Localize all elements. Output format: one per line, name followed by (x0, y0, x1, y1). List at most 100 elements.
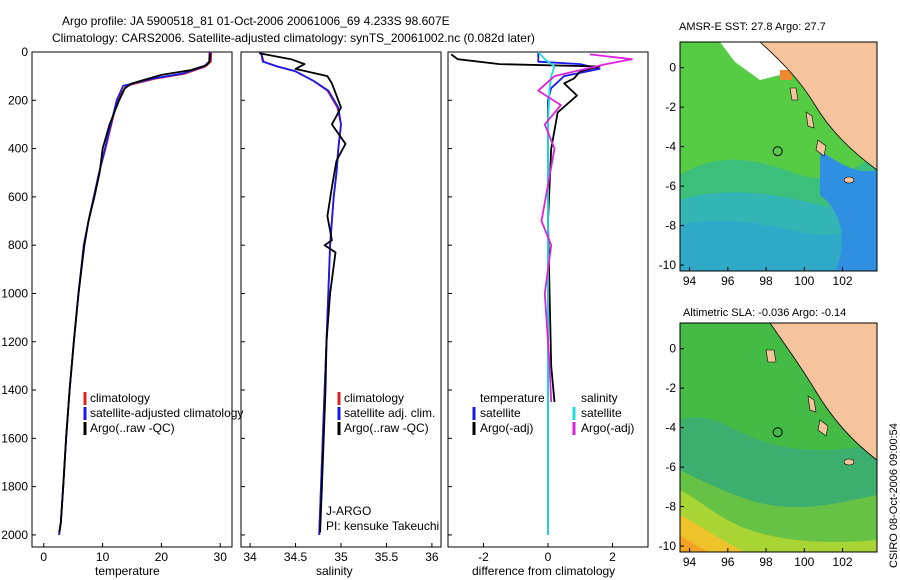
depth-tick-label: 600 (8, 190, 28, 204)
lat-tick-label: -2 (665, 100, 676, 114)
sla-field (680, 323, 877, 552)
legend-label-argo: Argo(..raw -QC) (90, 421, 175, 435)
lon-tick-label: 102 (833, 555, 853, 569)
legend-label-climatology: climatology (90, 391, 150, 405)
salinity-x-axis: 34 34.5 35 35.5 36 (243, 543, 439, 564)
series-line-salinity-argo-adj (537, 53, 633, 403)
depth-tick-label: 800 (8, 238, 28, 252)
pi-annotation: PI: kensuke Takeuchi (326, 519, 439, 533)
x-tick-label: 0 (40, 550, 47, 564)
lat-tick-label: -8 (665, 500, 676, 514)
lon-tick-label: 94 (683, 274, 697, 288)
depth-tick-label: 1400 (1, 383, 28, 397)
salinity-panel: 34 34.5 35 35.5 36 salinity climatology sate… (240, 51, 442, 578)
x-tick-label: 34.5 (284, 550, 308, 564)
x-tick-label: 0 (545, 550, 552, 564)
legend-label-satellite: satellite adj. clim. (344, 406, 435, 420)
sst-map-frame (679, 41, 878, 272)
lat-tick-label: -6 (665, 460, 676, 474)
legend-label-climatology: climatology (344, 391, 404, 405)
lon-tick-label: 94 (683, 555, 697, 569)
x-tick-label: 2 (609, 550, 616, 564)
sst-map-title: AMSR-E SST: 27.8 Argo: 27.7 (679, 21, 826, 33)
x-tick-label: 34 (243, 550, 257, 564)
salinity-x-label: salinity (316, 564, 353, 578)
temperature-series (58, 52, 213, 536)
x-tick-label: 30 (214, 550, 228, 564)
difference-legend-temperature: temperature satellite Argo(-adj) (472, 391, 545, 435)
difference-x-axis: -2 0 2 (478, 543, 616, 564)
lat-tick-label: 0 (669, 61, 676, 75)
legend-heading-temperature: temperature (480, 391, 545, 405)
x-tick-label: -2 (478, 550, 489, 564)
depth-tick-label: 2000 (1, 528, 28, 542)
x-tick-label: 35 (334, 550, 348, 564)
temperature-x-axis: 0 10 20 30 (40, 543, 227, 564)
difference-legend-salinity: salinity satellite Argo(-adj) (572, 391, 634, 435)
legend-label-temp-satellite: satellite (480, 406, 521, 420)
series-line-argo-raw-qc (259, 52, 347, 533)
series-line-temperature-argo-adj (450, 53, 601, 403)
lat-tick-label: -4 (665, 421, 676, 435)
legend-label-sal-satellite: satellite (581, 406, 622, 420)
depth-tick-label: 1000 (1, 286, 28, 300)
legend-label-argo: Argo(..raw -QC) (344, 421, 429, 435)
salinity-legend: climatology satellite adj. clim. Argo(..… (337, 391, 435, 435)
lat-tick-label: -8 (665, 219, 676, 233)
depth-tick-label: 200 (8, 93, 28, 107)
series-line-climatology (58, 52, 213, 536)
series-line-satellite-adj-clim (260, 52, 342, 535)
difference-panel: -2 0 2 difference from climatology tempera… (447, 51, 649, 578)
depth-tick-label: 1800 (1, 480, 28, 494)
temperature-legend: climatology satellite-adjusted climatolo… (83, 391, 243, 435)
lon-tick-label: 100 (794, 274, 814, 288)
x-tick-label: 20 (155, 550, 169, 564)
legend-label-sal-argo: Argo(-adj) (581, 421, 634, 435)
lon-tick-label: 98 (759, 555, 773, 569)
argo-float-marker (772, 146, 783, 157)
lon-tick-label: 102 (833, 274, 853, 288)
lon-tick-label: 96 (721, 555, 735, 569)
series-line-salinity-satellite (537, 52, 556, 535)
sla-map-panel: Altimetric SLA: -0.036 Argo: -0.14 94 96 9… (659, 307, 878, 569)
legend-heading-salinity: salinity (581, 391, 618, 405)
lat-tick-label: 0 (669, 342, 676, 356)
depth-tick-label: 1600 (1, 431, 28, 445)
x-tick-label: 10 (96, 550, 110, 564)
sst-map-panel: AMSR-E SST: 27.8 Argo: 27.7 94 96 98 100 102… (659, 21, 878, 288)
depth-tick-label: 0 (21, 45, 28, 59)
depth-tick-label: 400 (8, 142, 28, 156)
title-line-2: Climatology: CARS2006. Satellite-adjuste… (52, 31, 535, 45)
series-line-satellite-adjusted-climatology (58, 52, 211, 536)
lon-tick-label: 96 (721, 274, 735, 288)
lon-tick-label: 98 (759, 274, 773, 288)
sla-map-axes: 94 96 98 100 102 0 -2 -4 -6 -8 -10 (659, 342, 853, 569)
lon-tick-label: 100 (794, 555, 814, 569)
legend-label-temp-argo: Argo(-adj) (480, 421, 533, 435)
sst-field (680, 42, 877, 271)
series-line-argo-raw-qc (58, 53, 212, 533)
lat-tick-label: -2 (665, 381, 676, 395)
temperature-x-label: temperature (95, 564, 160, 578)
lat-tick-label: -10 (659, 258, 677, 272)
x-tick-label: 35.5 (375, 550, 399, 564)
lat-tick-label: -4 (665, 140, 676, 154)
difference-x-label: difference from climatology (472, 564, 615, 578)
sst-map-axes: 94 96 98 100 102 0 -2 -4 -6 -8 -10 (659, 61, 853, 288)
depth-tick-label: 1200 (1, 335, 28, 349)
legend-label-satellite: satellite-adjusted climatology (90, 406, 243, 420)
temperature-panel: 0 200 400 600 800 1000 1200 1400 1600 1800 2000 0 1… (1, 45, 452, 578)
title-line-1: Argo profile: JA 5900518_81 01-Oct-2006 … (62, 14, 450, 28)
temperature-axes-box (31, 51, 233, 548)
depth-axis: 0 200 400 600 800 1000 1200 1400 1600 1800 2000 (1, 45, 452, 542)
lat-tick-label: -10 (659, 539, 677, 553)
sla-map-frame (679, 322, 878, 553)
salinity-series (259, 52, 347, 535)
credit-stamp: CSIRO 08-Oct-2006 09:00:54 (888, 423, 900, 568)
sla-map-title: Altimetric SLA: -0.036 Argo: -0.14 (683, 307, 846, 319)
difference-series (450, 52, 633, 535)
lat-tick-label: -6 (665, 179, 676, 193)
argo-float-marker (772, 427, 783, 438)
program-annotation: J-ARGO (326, 504, 371, 518)
